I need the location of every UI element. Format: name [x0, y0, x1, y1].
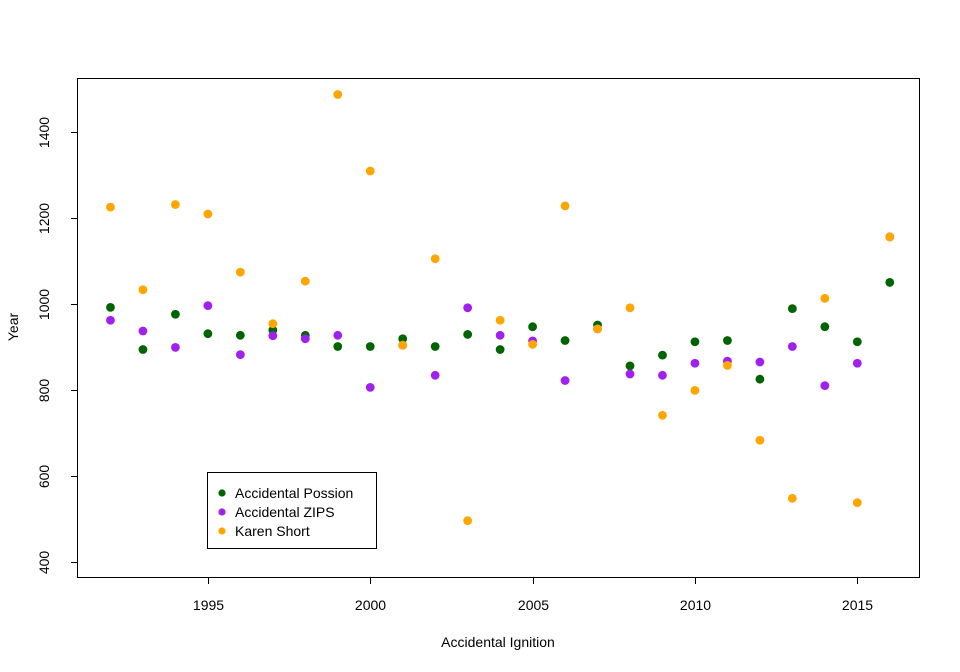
- point-karen-short: [495, 315, 505, 325]
- point-karen-short: [852, 498, 862, 508]
- legend-marker-accidental-possion: [218, 489, 226, 497]
- point-accidental-possion: [658, 350, 667, 360]
- point-karen-short: [463, 516, 473, 526]
- legend-label-accidental-zips: Accidental ZIPS: [235, 504, 335, 520]
- point-accidental-zips: [658, 370, 667, 380]
- x-tick-label: 2005: [518, 597, 549, 613]
- point-karen-short: [268, 319, 278, 329]
- point-accidental-possion: [203, 329, 213, 338]
- y-tick-label: 1200: [36, 203, 52, 234]
- point-karen-short: [333, 90, 343, 99]
- x-tick-label: 1995: [193, 597, 224, 613]
- point-karen-short: [690, 385, 700, 395]
- point-accidental-zips: [690, 358, 700, 368]
- point-karen-short: [300, 276, 310, 286]
- point-karen-short: [658, 410, 667, 420]
- point-karen-short: [171, 200, 180, 209]
- point-accidental-zips: [268, 331, 278, 341]
- point-accidental-possion: [398, 334, 408, 344]
- point-accidental-zips: [171, 342, 180, 352]
- point-accidental-possion: [690, 337, 700, 347]
- point-accidental-zips: [560, 376, 570, 385]
- x-axis-title: Accidental Ignition: [441, 634, 555, 650]
- point-accidental-zips: [463, 303, 473, 313]
- point-karen-short: [593, 324, 602, 334]
- y-axis-title: Year: [5, 313, 21, 342]
- point-karen-short: [398, 340, 408, 350]
- point-karen-short: [755, 435, 765, 445]
- x-axis: 1995 2000 2005 2010 2015: [193, 577, 873, 613]
- point-karen-short: [820, 293, 830, 303]
- point-accidental-possion: [106, 302, 115, 312]
- point-karen-short: [625, 303, 635, 313]
- y-tick-label: 400: [36, 551, 52, 575]
- x-tick-label: 2015: [842, 597, 873, 613]
- point-accidental-possion: [852, 337, 862, 347]
- point-accidental-possion: [820, 322, 830, 332]
- point-accidental-possion: [138, 345, 148, 354]
- point-accidental-possion: [885, 278, 895, 287]
- point-karen-short: [787, 493, 797, 503]
- legend: Accidental Possion Accidental ZIPS Karen…: [207, 472, 377, 549]
- x-tick-label: 2000: [355, 597, 386, 613]
- point-accidental-zips: [820, 381, 830, 391]
- point-karen-short: [723, 361, 732, 370]
- point-karen-short: [203, 209, 213, 219]
- point-accidental-zips: [852, 358, 862, 368]
- legend-box: [207, 472, 377, 549]
- point-accidental-zips: [203, 301, 213, 311]
- point-accidental-possion: [495, 345, 505, 354]
- point-accidental-possion: [171, 309, 180, 319]
- point-accidental-zips: [235, 350, 245, 360]
- point-accidental-zips: [138, 326, 148, 336]
- legend-label-accidental-possion: Accidental Possion: [235, 485, 353, 501]
- y-tick-label: 600: [36, 465, 52, 489]
- point-accidental-possion: [787, 304, 797, 314]
- point-accidental-possion: [625, 361, 635, 371]
- point-karen-short: [106, 202, 115, 212]
- point-accidental-zips: [787, 342, 797, 351]
- point-karen-short: [138, 285, 148, 295]
- point-accidental-possion: [430, 342, 440, 351]
- point-accidental-possion: [560, 336, 570, 345]
- point-accidental-zips: [300, 334, 310, 344]
- y-axis: 400 600 800 1000 1200 1400: [36, 117, 78, 574]
- point-accidental-possion: [528, 322, 537, 332]
- point-accidental-zips: [430, 370, 440, 380]
- point-accidental-possion: [365, 342, 375, 351]
- point-accidental-zips: [755, 357, 765, 367]
- point-karen-short: [235, 267, 245, 277]
- plot-frame: [77, 78, 920, 578]
- point-accidental-zips: [333, 330, 343, 340]
- point-karen-short: [528, 339, 537, 349]
- point-karen-short: [885, 232, 895, 242]
- point-accidental-zips: [365, 382, 375, 392]
- legend-marker-accidental-zips: [218, 508, 226, 516]
- point-karen-short: [430, 254, 440, 264]
- point-accidental-zips: [625, 369, 635, 379]
- point-karen-short: [365, 166, 375, 176]
- x-tick-label: 2010: [680, 597, 711, 613]
- point-accidental-possion: [755, 374, 765, 384]
- point-accidental-possion: [333, 342, 343, 351]
- point-accidental-possion: [723, 336, 732, 345]
- legend-label-karen-short: Karen Short: [235, 523, 310, 539]
- y-tick-label: 1400: [36, 117, 52, 148]
- point-accidental-zips: [106, 315, 115, 325]
- data-points: [106, 90, 895, 526]
- point-accidental-possion: [463, 330, 473, 339]
- y-tick-label: 800: [36, 379, 52, 403]
- y-tick-label: 1000: [36, 289, 52, 320]
- point-karen-short: [560, 201, 570, 211]
- point-accidental-zips: [495, 330, 505, 340]
- legend-marker-karen-short: [218, 527, 226, 535]
- point-accidental-possion: [235, 330, 245, 340]
